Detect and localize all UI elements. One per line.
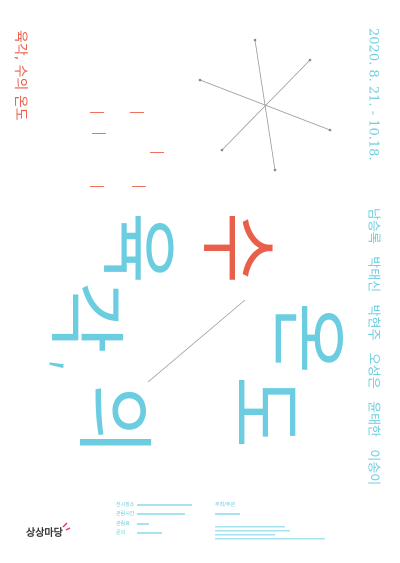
star-line (199, 79, 331, 131)
organizer-label: 주최/주관 (215, 501, 235, 508)
big-letter: 각, (40, 282, 130, 379)
organizer-values (215, 513, 325, 540)
info-values (137, 504, 192, 534)
logo: 상상마당 (26, 526, 64, 539)
big-letter: 온 (262, 302, 352, 374)
dates: 2020. 8. 21. - 10.18. (366, 28, 381, 161)
diagonal-line (147, 299, 246, 383)
big-letter: 수 (192, 212, 282, 284)
star-lines (199, 39, 331, 171)
big-letter: 육 (92, 212, 182, 284)
info-label: 문의 (116, 529, 125, 536)
poster-title: 육각, 수의 온도 (12, 30, 28, 121)
info-label: 관람료 (116, 520, 130, 527)
logo-mark (62, 522, 71, 531)
star-line (221, 59, 311, 151)
grid-markers (90, 112, 164, 187)
artists: 남승록 박태신 박현주 오성은 윤태한 이송이 (366, 208, 381, 485)
big-letter: 의 (68, 384, 158, 456)
big-letter: 도 (218, 376, 308, 448)
info-label: 전시장소 (116, 501, 135, 508)
star-dots (198, 38, 332, 172)
info-label: 관람시간 (116, 510, 135, 517)
